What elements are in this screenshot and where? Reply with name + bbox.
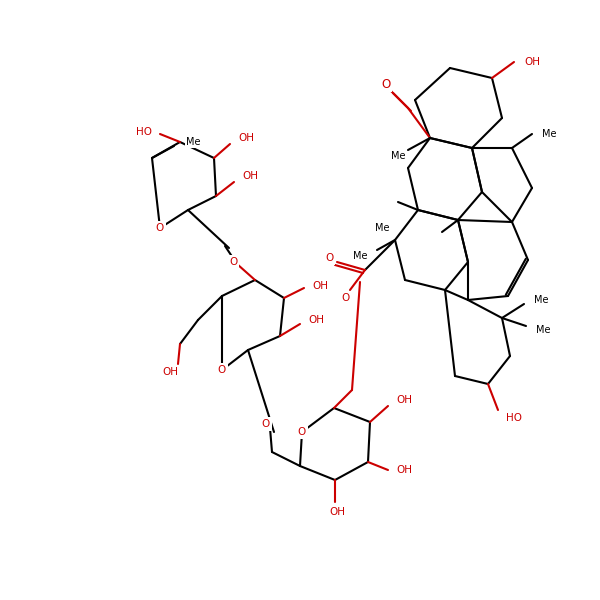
Text: O: O bbox=[229, 257, 237, 267]
Text: O: O bbox=[156, 223, 164, 233]
Text: OH: OH bbox=[238, 133, 254, 143]
Text: Me: Me bbox=[542, 129, 557, 139]
Text: Me: Me bbox=[391, 151, 405, 161]
Text: O: O bbox=[382, 77, 391, 91]
Text: O: O bbox=[342, 293, 350, 303]
Text: OH: OH bbox=[312, 281, 328, 291]
Text: O: O bbox=[218, 365, 226, 375]
Text: OH: OH bbox=[524, 57, 540, 67]
Text: Me: Me bbox=[536, 325, 551, 335]
Text: OH: OH bbox=[396, 395, 412, 405]
Text: Me: Me bbox=[534, 295, 548, 305]
Text: OH: OH bbox=[396, 465, 412, 475]
Text: OH: OH bbox=[162, 367, 178, 377]
Text: Me: Me bbox=[376, 223, 390, 233]
Text: Me: Me bbox=[353, 251, 367, 261]
Text: OH: OH bbox=[329, 507, 345, 517]
Text: HO: HO bbox=[506, 413, 522, 423]
Text: OH: OH bbox=[308, 315, 324, 325]
Text: OH: OH bbox=[242, 171, 258, 181]
Text: O: O bbox=[262, 419, 270, 429]
Text: HO: HO bbox=[136, 127, 152, 137]
Text: Me: Me bbox=[186, 137, 200, 147]
Text: O: O bbox=[325, 253, 333, 263]
Text: O: O bbox=[298, 427, 306, 437]
